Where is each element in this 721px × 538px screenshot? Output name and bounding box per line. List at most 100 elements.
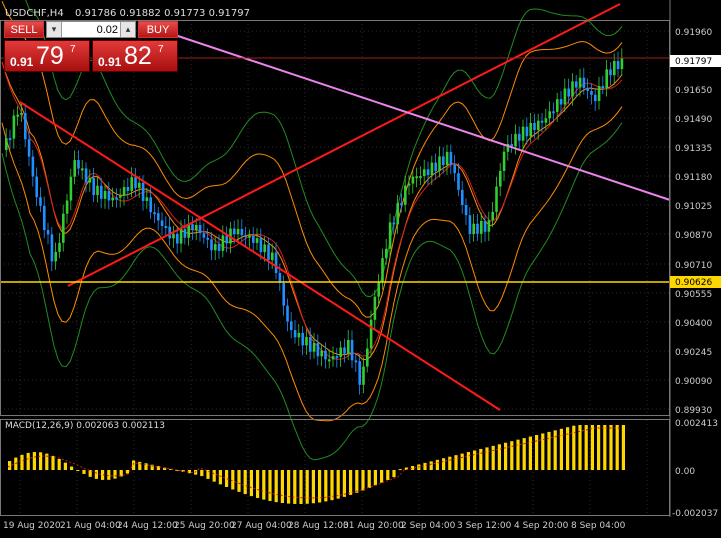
candle-body xyxy=(233,228,236,235)
candle-body xyxy=(407,183,411,186)
candle-body xyxy=(297,332,301,338)
price-label: 0.90245 xyxy=(675,348,712,358)
macd-bar xyxy=(510,441,514,470)
macd-bar xyxy=(373,470,377,486)
candle-body xyxy=(388,222,392,249)
candle-body xyxy=(24,113,27,140)
candle-body xyxy=(487,220,491,232)
macd-bar xyxy=(20,454,24,470)
candle-body xyxy=(609,69,612,76)
macd-bar xyxy=(380,470,384,483)
price-axis[interactable]: 0.91960 0.91650 0.91490 0.91335 0.91180 … xyxy=(675,28,712,416)
candle-body xyxy=(267,244,270,261)
time-axis[interactable]: 19 Aug 2020 21 Aug 04:00 24 Aug 12:00 25… xyxy=(3,521,626,531)
macd-bar xyxy=(584,425,588,470)
candle-body xyxy=(255,238,259,243)
candle-body xyxy=(179,228,183,244)
macd-bar xyxy=(528,436,532,470)
macd-label: 0.00 xyxy=(675,467,695,477)
candle-body xyxy=(176,233,179,244)
hline-price-text: 0.90626 xyxy=(675,278,712,288)
candle-body xyxy=(305,337,308,346)
candle-body xyxy=(88,177,92,183)
candle-body xyxy=(457,173,460,190)
candle-body xyxy=(12,115,16,139)
macd-bar xyxy=(497,444,501,470)
candle-body xyxy=(578,77,582,88)
candle-body xyxy=(373,296,377,320)
candle-body xyxy=(324,350,327,360)
candle-body xyxy=(160,220,164,226)
macd-bar xyxy=(566,427,570,470)
macd-bar xyxy=(231,470,235,490)
candle-body xyxy=(464,204,468,216)
macd-bar xyxy=(516,439,520,470)
macd-indicator xyxy=(7,425,625,504)
candle-body xyxy=(5,138,8,150)
price-label: 0.90870 xyxy=(675,231,712,241)
macd-bar xyxy=(311,470,315,504)
candle-body xyxy=(434,162,437,172)
macd-bar xyxy=(156,466,160,470)
buy-price-button[interactable]: 0.91 82 7 xyxy=(92,40,178,72)
macd-bar xyxy=(299,470,303,504)
price-label: 0.90555 xyxy=(675,290,712,300)
sell-button[interactable]: SELL xyxy=(4,21,44,38)
candle-body xyxy=(81,168,84,171)
candle-body xyxy=(65,200,69,214)
macd-bar xyxy=(547,431,551,470)
candle-body xyxy=(350,339,354,361)
chevron-down-icon[interactable]: ▾ xyxy=(47,22,62,37)
macd-bar xyxy=(411,466,415,470)
candle-body xyxy=(119,195,122,198)
price-label: 0.91335 xyxy=(675,144,712,154)
candle-body xyxy=(54,251,57,262)
sell-price-button[interactable]: 0.91 79 7 xyxy=(4,40,90,72)
candle-body xyxy=(309,337,312,352)
candle-body xyxy=(73,160,76,177)
macd-axis: 0.002413 0.00 -0.002037 xyxy=(672,419,718,519)
macd-bar xyxy=(349,470,353,495)
macd-title: MACD(12,26,9) 0.002063 0.002113 xyxy=(5,421,165,431)
macd-bar xyxy=(57,459,61,470)
candle-body xyxy=(377,281,380,297)
time-label: 4 Sep 20:00 xyxy=(514,521,569,531)
macd-bar xyxy=(318,470,322,503)
macd-bar xyxy=(206,470,210,479)
candle-body xyxy=(521,126,525,141)
lot-size-input[interactable] xyxy=(62,22,120,37)
candle-body xyxy=(502,151,506,171)
candle-body xyxy=(620,58,624,69)
candle-body xyxy=(111,197,114,201)
macd-bar xyxy=(336,470,340,499)
macd-bar xyxy=(169,468,173,470)
candle-body xyxy=(331,356,335,360)
chevron-up-icon[interactable]: ▴ xyxy=(120,22,135,37)
macd-bar xyxy=(32,452,36,470)
candle-body xyxy=(84,168,88,183)
sell-price-pips: 79 xyxy=(36,42,64,70)
macd-bar xyxy=(249,470,253,497)
macd-bar xyxy=(237,470,241,492)
candle-body xyxy=(187,224,190,238)
macd-bar xyxy=(101,470,105,480)
candle-body xyxy=(62,213,65,243)
buy-button[interactable]: BUY xyxy=(138,21,178,38)
candle-body xyxy=(248,235,251,238)
candle-body xyxy=(206,237,209,240)
macd-bar xyxy=(324,470,328,502)
candle-body xyxy=(506,144,510,152)
macd-bar xyxy=(225,470,229,487)
macd-bar xyxy=(293,470,297,504)
macd-bar xyxy=(361,470,365,491)
candle-body xyxy=(548,111,551,119)
price-label: 0.90710 xyxy=(675,261,712,271)
macd-bar xyxy=(8,461,12,470)
candle-body xyxy=(601,86,605,89)
candle-body xyxy=(483,221,487,232)
macd-bar xyxy=(132,460,136,470)
candle-body xyxy=(392,222,396,225)
macd-bar xyxy=(615,425,619,470)
